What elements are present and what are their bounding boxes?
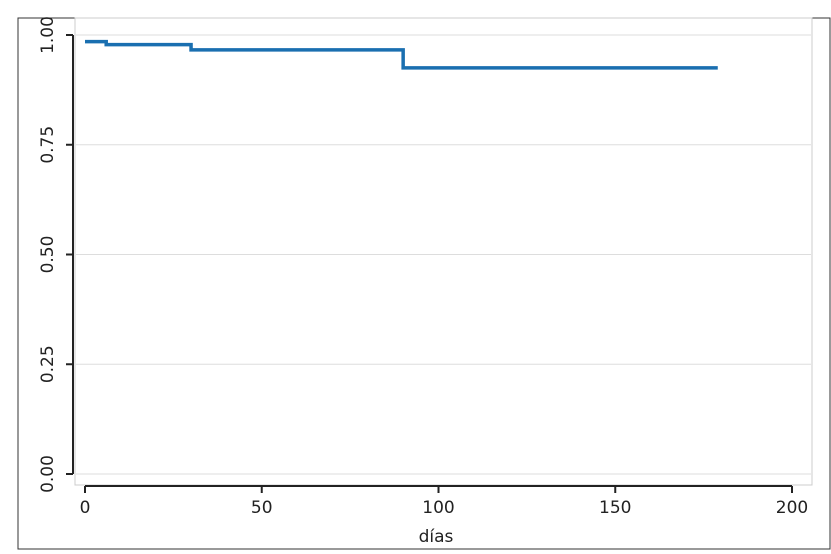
x-tick-label: 150 bbox=[599, 498, 631, 518]
x-tick-label: 0 bbox=[80, 498, 91, 518]
y-tick-label: 0.75 bbox=[38, 126, 58, 164]
y-tick-label: 0.25 bbox=[38, 345, 58, 383]
x-axis-label: días bbox=[419, 527, 454, 547]
y-tick-label: 0.00 bbox=[38, 455, 58, 493]
x-tick-label: 100 bbox=[422, 498, 454, 518]
y-tick-label: 0.50 bbox=[38, 236, 58, 274]
x-tick-label: 200 bbox=[776, 498, 808, 518]
x-tick-label: 50 bbox=[251, 498, 273, 518]
survival-line bbox=[85, 39, 718, 70]
plot-area bbox=[74, 17, 813, 486]
y-tick-label: 1.00 bbox=[38, 16, 58, 54]
